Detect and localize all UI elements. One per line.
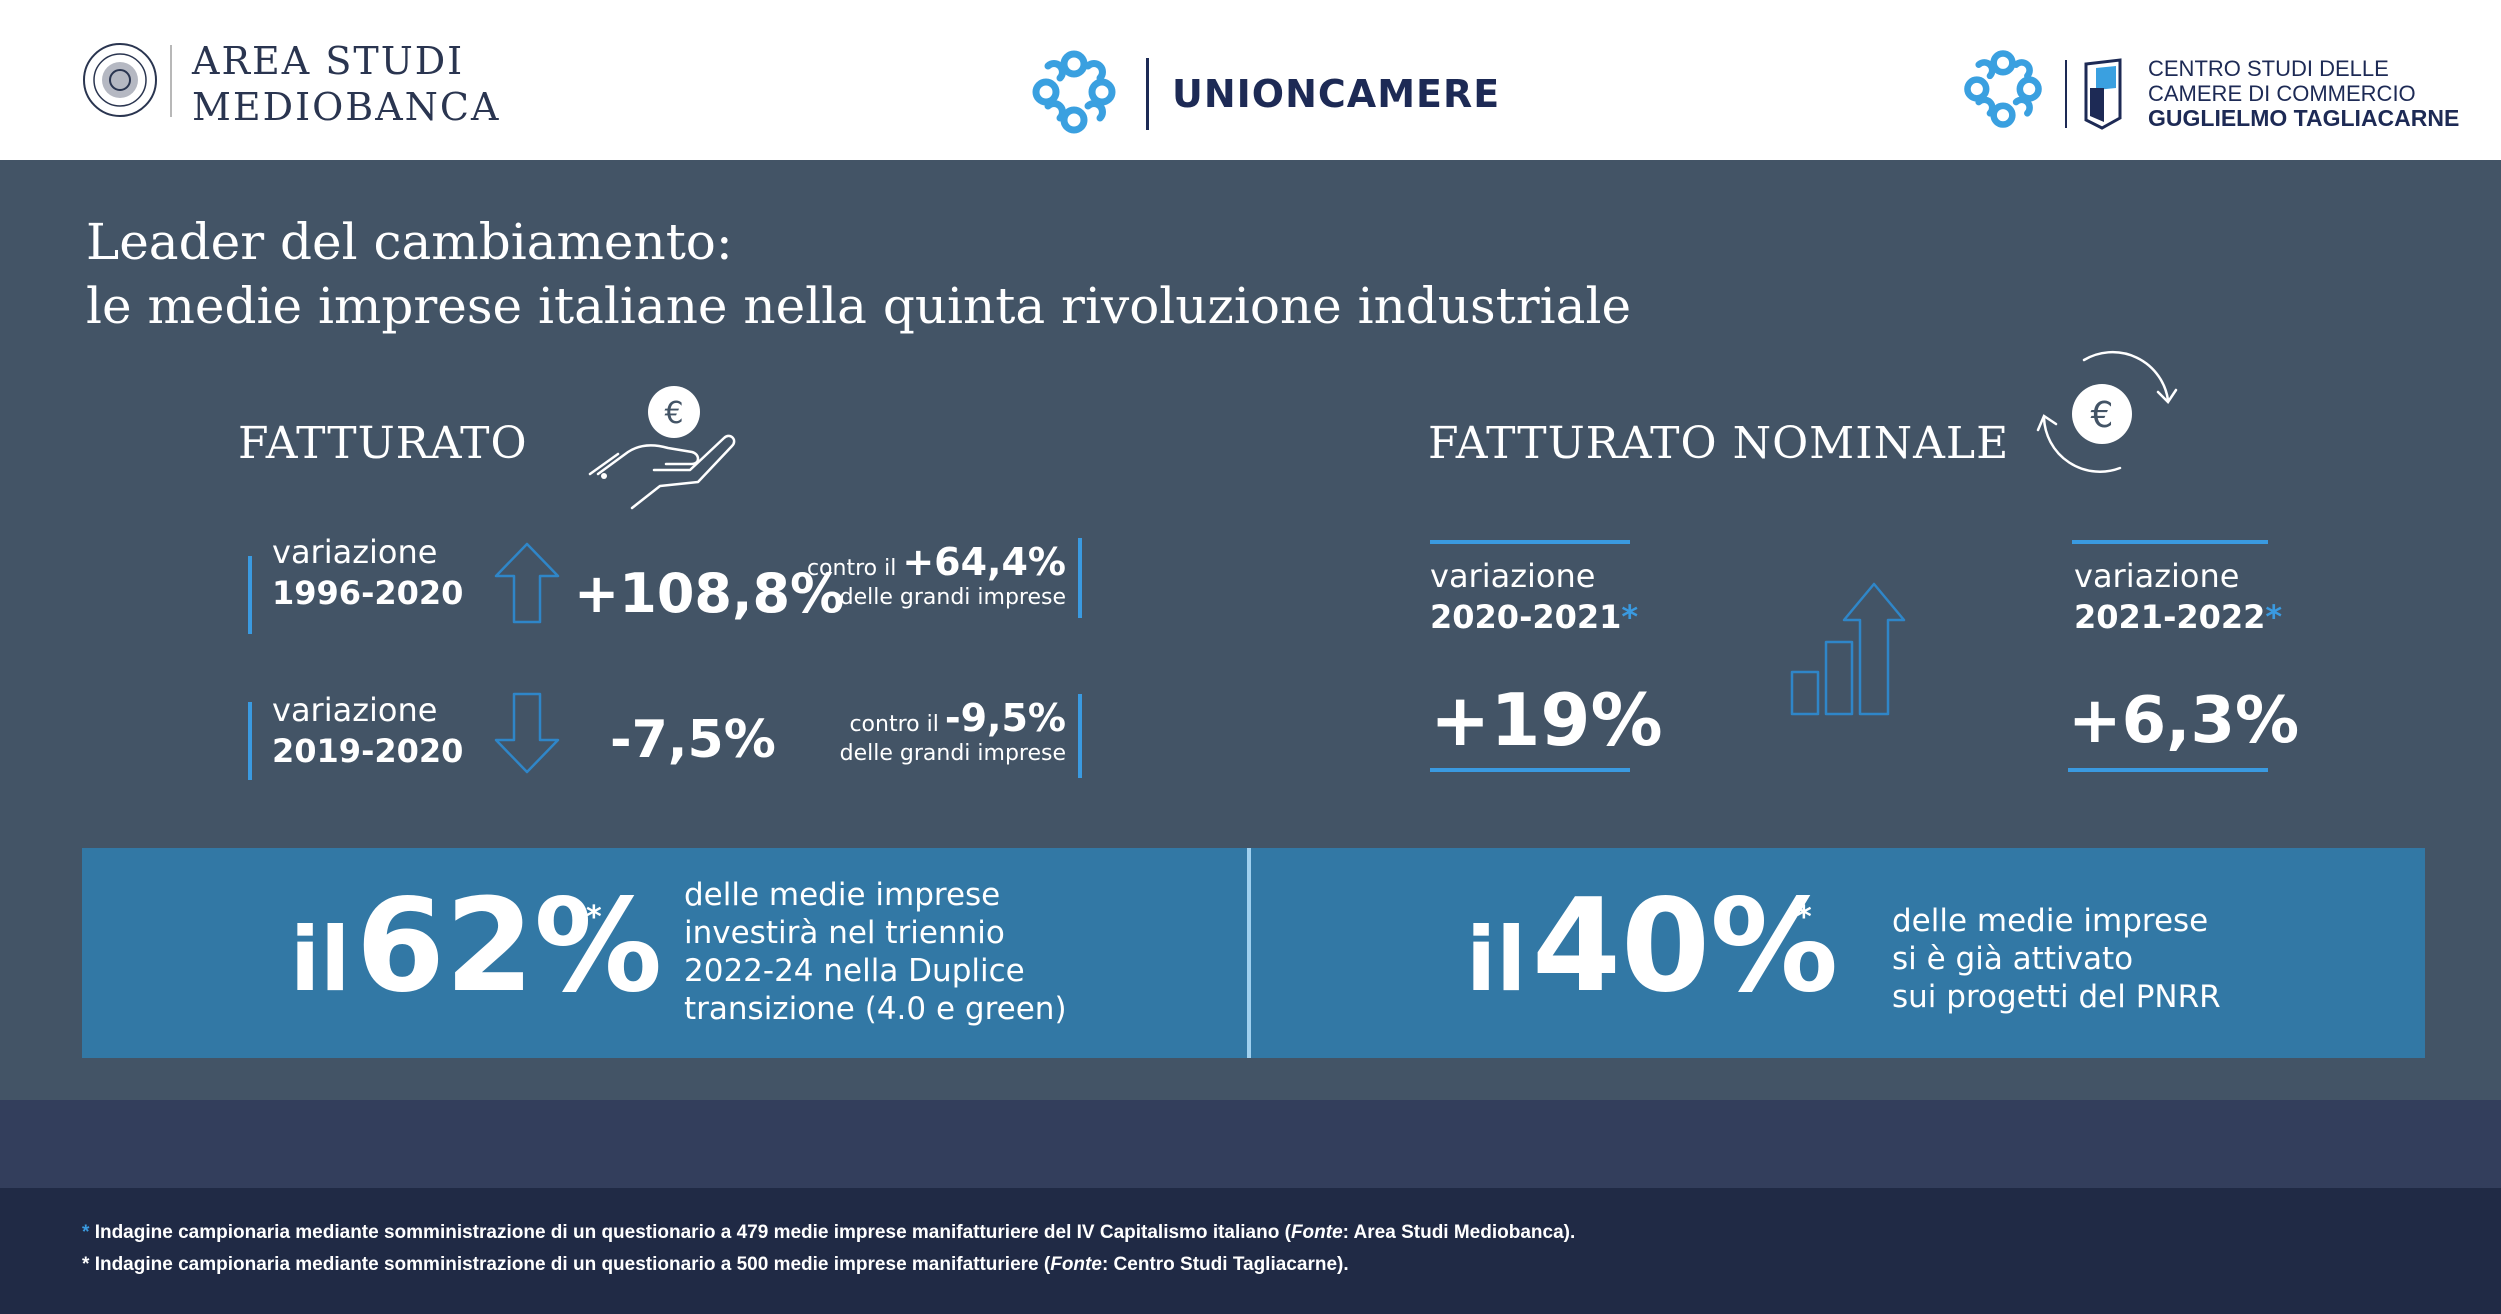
tagliacarne-mark-icon	[1964, 50, 2042, 128]
fatturato-row1-contro-value: +64,4%	[902, 540, 1066, 584]
fatturato-row1-contro: contro il +64,4% delle grandi imprese	[790, 540, 1066, 612]
nominale-item1-asterisk: *	[1621, 598, 1639, 636]
svg-text:€: €	[664, 396, 683, 431]
footnote-2-fonte: Fonte	[1050, 1254, 1102, 1275]
mediobanca-seal-icon	[83, 43, 157, 117]
nominale-item2-bottom-line	[2068, 768, 2268, 772]
title-line1: Leader del cambiamento:	[86, 213, 733, 271]
fatturato-row1-bar	[248, 556, 252, 634]
nominale-item1-top-line	[1430, 540, 1630, 544]
fatturato-heading: FATTURATO	[238, 418, 528, 469]
box-62-prefix: il	[290, 908, 351, 1011]
footnote-1-text-before: Indagine campionaria mediante somministr…	[94, 1222, 1291, 1243]
box-62-figure: il 62% *	[290, 872, 662, 1021]
fatturato-row1-contro-text: contro il	[806, 556, 897, 581]
page-title: Leader del cambiamento: le medie imprese…	[86, 210, 1631, 338]
arrow-down-icon	[494, 692, 560, 774]
fatturato-row2-label: variazione 2019-2020	[272, 690, 463, 772]
nominale-item1-period: 2020-2021	[1430, 598, 1622, 636]
fatturato-row2-contro-bar	[1078, 694, 1082, 778]
box-62	[82, 848, 1247, 1058]
box-40-figure: il 40% *	[1466, 872, 1838, 1021]
fatturato-row2-period: 2019-2020	[272, 732, 464, 770]
box-62-percent: 62%	[355, 872, 663, 1021]
box-62-text: delle medie imprese investirà nel trienn…	[684, 876, 1067, 1028]
arrow-up-icon	[494, 542, 560, 624]
box-40-text: delle medie imprese si è già attivato su…	[1892, 902, 2221, 1016]
footnote-1-fonte: Fonte	[1290, 1222, 1343, 1243]
box-62-line1: delle medie imprese	[684, 877, 1001, 913]
box-62-line4: transizione (4.0 e green)	[684, 991, 1067, 1027]
nominale-item2-value: +6,3%	[2068, 684, 2300, 758]
tagliacarne-divider	[2065, 60, 2067, 128]
fatturato-row2-bar	[248, 702, 252, 780]
box-40-line3: sui progetti del PNRR	[1892, 979, 2221, 1015]
svg-text:€: €	[2091, 395, 2114, 436]
logo-left-divider	[170, 45, 172, 117]
box-62-line2: investirà nel triennio	[684, 915, 1005, 951]
header: AREA STUDI MEDIOBANCA UNIONCAMERE	[0, 0, 2501, 160]
nominale-item2-top-line	[2072, 540, 2268, 544]
footnote-2: * Indagine campionaria mediante somminis…	[82, 1254, 1349, 1276]
lower-band	[0, 1100, 2501, 1188]
fatturato-row1-label: variazione 1996-2020	[272, 532, 463, 614]
fatturato-row2-label-text: variazione	[272, 691, 438, 729]
footnote-2-text-after: : Centro Studi Tagliacarne).	[1101, 1254, 1349, 1275]
logo-area-studi-mediobanca: AREA STUDI MEDIOBANCA	[192, 38, 500, 130]
unioncamere-divider	[1146, 58, 1149, 130]
logo-right-line1: CENTRO STUDI DELLE	[2148, 56, 2389, 81]
fatturato-row2-contro-value: -9,5%	[944, 696, 1066, 740]
footnote-1-text-after: : Area Studi Mediobanca).	[1342, 1222, 1576, 1243]
fatturato-row2-contro: contro il -9,5% delle grandi imprese	[790, 696, 1066, 768]
footnote-2-asterisk: *	[82, 1254, 90, 1275]
nominale-item1-value: +19%	[1430, 678, 1663, 762]
logo-right-line3: GUGLIELMO TAGLIACARNE	[2148, 105, 2460, 131]
footnote-1: * Indagine campionaria mediante somminis…	[82, 1222, 1575, 1244]
box-62-asterisk: *	[586, 900, 602, 935]
fatturato-row1-contro-bar	[1078, 538, 1082, 618]
fatturato-row1-period: 1996-2020	[272, 574, 464, 612]
tagliacarne-emblem-icon	[2084, 58, 2122, 130]
nominale-item2-asterisk: *	[2265, 598, 2283, 636]
title-line2: le medie imprese italiane nella quinta r…	[86, 277, 1632, 335]
box-40-line2: si è già attivato	[1892, 941, 2134, 977]
footer	[0, 1188, 2501, 1314]
nominale-item2-period: 2021-2022	[2074, 598, 2266, 636]
fatturato-row1-contro-sub: delle grandi imprese	[839, 585, 1066, 610]
nominale-item2-label-text: variazione	[2074, 557, 2240, 595]
hand-euro-coin-icon: €	[588, 386, 736, 510]
box-40	[1251, 848, 2425, 1058]
logo-unioncamere: UNIONCAMERE	[1172, 72, 1501, 116]
nominale-item1-label-text: variazione	[1430, 557, 1596, 595]
fatturato-row2-contro-text: contro il	[849, 712, 939, 737]
box-40-prefix: il	[1466, 908, 1527, 1011]
nominale-item2-label: variazione 2021-2022*	[2074, 556, 2282, 638]
footnote-1-asterisk: *	[82, 1222, 90, 1243]
footnote-2-text-before: Indagine campionaria mediante somministr…	[94, 1254, 1051, 1275]
bar-growth-arrow-icon	[1790, 582, 1906, 716]
box-40-asterisk: *	[1796, 900, 1812, 935]
logo-left-line1: AREA STUDI	[192, 39, 465, 83]
fatturato-row2-contro-sub: delle grandi imprese	[839, 741, 1066, 766]
box-40-line1: delle medie imprese	[1892, 903, 2209, 939]
fatturato-nominale-heading: FATTURATO NOMINALE	[1428, 418, 2010, 469]
box-separator	[1247, 848, 1251, 1058]
fatturato-row1-label-text: variazione	[272, 533, 438, 571]
logo-right-line2: CAMERE DI COMMERCIO	[2148, 81, 2416, 106]
fatturato-row1-value: +108,8%	[574, 562, 845, 625]
fatturato-row2-value: -7,5%	[610, 710, 776, 770]
box-40-percent: 40%	[1531, 872, 1839, 1021]
euro-circular-arrows-icon: €	[2036, 350, 2178, 473]
logo-left-line2: MEDIOBANCA	[192, 85, 501, 129]
unioncamere-mark-icon	[1032, 50, 1116, 134]
box-62-line3: 2022-24 nella Duplice	[684, 953, 1025, 989]
logo-centro-studi-tagliacarne: CENTRO STUDI DELLE CAMERE DI COMMERCIO G…	[2148, 56, 2459, 131]
nominale-item1-label: variazione 2020-2021*	[1430, 556, 1638, 638]
nominale-item1-bottom-line	[1430, 768, 1630, 772]
